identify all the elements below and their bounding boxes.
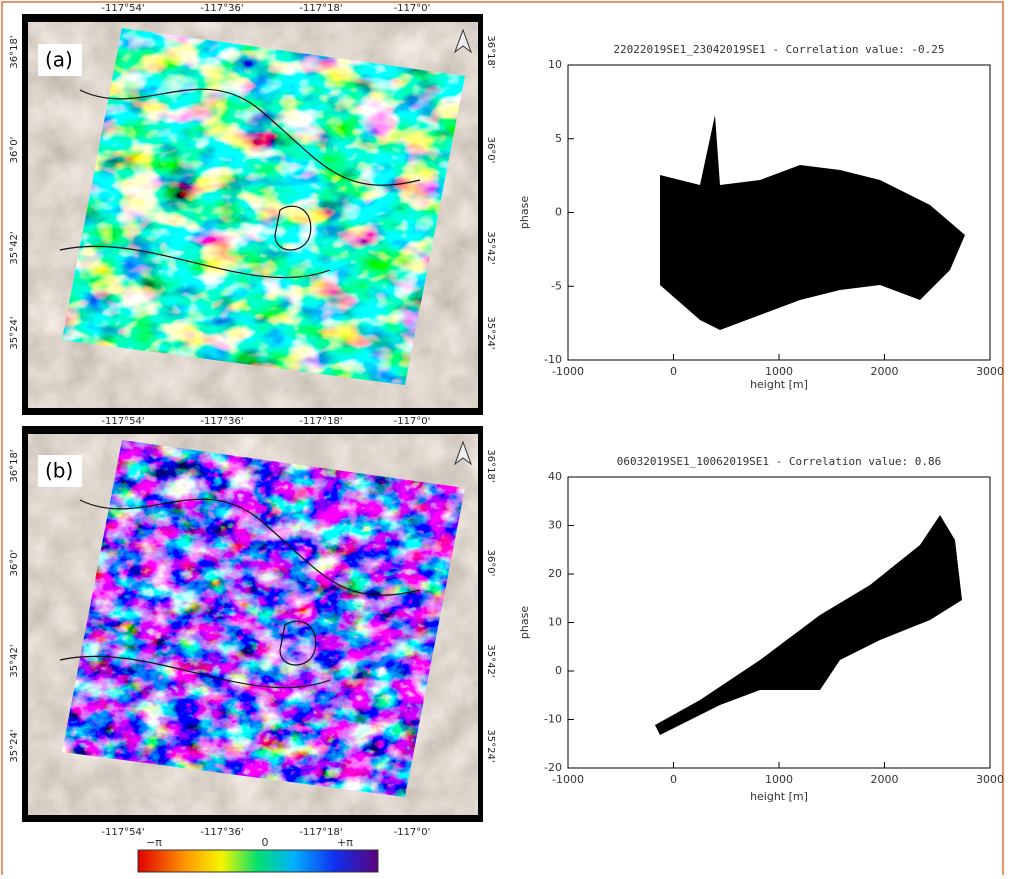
map-a: [22, 14, 483, 415]
y-axis-label: phase: [518, 196, 531, 229]
lon-label: -117°54': [101, 827, 144, 838]
lon-label: -117°36': [200, 827, 243, 838]
x-tick-label: 3000: [976, 365, 1004, 378]
lat-label: 36°0': [485, 550, 496, 577]
y-tick-label: -20: [544, 761, 562, 774]
x-tick-label: 2000: [871, 365, 899, 378]
lon-label: -117°0': [394, 3, 431, 14]
lon-label: -117°54': [101, 3, 144, 14]
y-tick-label: 20: [548, 567, 562, 580]
lon-label: -117°0': [394, 416, 431, 427]
y-tick-label: -10: [544, 353, 562, 366]
colorbar-label: −π: [146, 836, 162, 849]
y-tick-label: 40: [548, 470, 562, 483]
colorbar-label: 0: [262, 836, 269, 849]
x-axis-label: height [m]: [750, 790, 808, 803]
plot-title: 22022019SE1_23042019SE1 - Correlation va…: [613, 43, 944, 56]
lat-label: 36°18': [9, 449, 20, 482]
lat-label: 36°18': [9, 35, 20, 68]
x-tick-label: 1000: [765, 365, 793, 378]
scatter-cloud: [655, 115, 965, 735]
y-tick-label: 5: [555, 132, 562, 145]
lon-label: -117°36': [200, 3, 243, 14]
lat-label: 35°24': [9, 729, 20, 762]
x-axis-label: height [m]: [750, 378, 808, 391]
lat-label: 36°18': [485, 35, 496, 68]
x-tick-label: 0: [670, 365, 677, 378]
lon-label: -117°0': [394, 827, 431, 838]
x-tick-label: 2000: [871, 773, 899, 786]
lat-label: 35°42': [9, 231, 20, 264]
plot-frame: [567, 476, 991, 769]
plot-title: 06032019SE1_10062019SE1 - Correlation va…: [617, 455, 942, 468]
lat-label: 35°42': [9, 644, 20, 677]
x-tick-label: -1000: [552, 773, 584, 786]
lon-label: -117°54': [101, 416, 144, 427]
lat-label: 35°24': [485, 316, 496, 349]
x-tick-label: 0: [670, 773, 677, 786]
lat-label: 36°0': [485, 137, 496, 164]
lat-label: 36°0': [9, 137, 20, 164]
lat-label: 35°24': [485, 729, 496, 762]
panel-label: (b): [45, 459, 73, 483]
y-axis-label: phase: [518, 606, 531, 639]
lat-label: 35°24': [9, 316, 20, 349]
y-tick-label: -5: [551, 279, 562, 292]
lon-label: -117°18': [299, 416, 342, 427]
y-tick-label: 10: [548, 616, 562, 629]
y-tick-label: 10: [548, 58, 562, 71]
colorbar-label: +π: [337, 836, 353, 849]
map-b: [22, 426, 483, 822]
lat-label: 35°42': [485, 644, 496, 677]
panel-label: (a): [45, 48, 73, 72]
y-tick-label: 0: [555, 206, 562, 219]
y-tick-label: -10: [544, 713, 562, 726]
x-tick-label: 1000: [765, 773, 793, 786]
lon-label: -117°18': [299, 3, 342, 14]
x-tick-label: 3000: [976, 773, 1004, 786]
lat-label: 35°42': [485, 231, 496, 264]
x-tick-label: -1000: [552, 365, 584, 378]
y-tick-label: 0: [555, 664, 562, 677]
colorbar: [137, 849, 379, 873]
lat-label: 36°0': [9, 550, 20, 577]
lon-label: -117°18': [299, 827, 342, 838]
lon-label: -117°36': [200, 416, 243, 427]
lat-label: 36°18': [485, 449, 496, 482]
y-tick-label: 30: [548, 519, 562, 532]
